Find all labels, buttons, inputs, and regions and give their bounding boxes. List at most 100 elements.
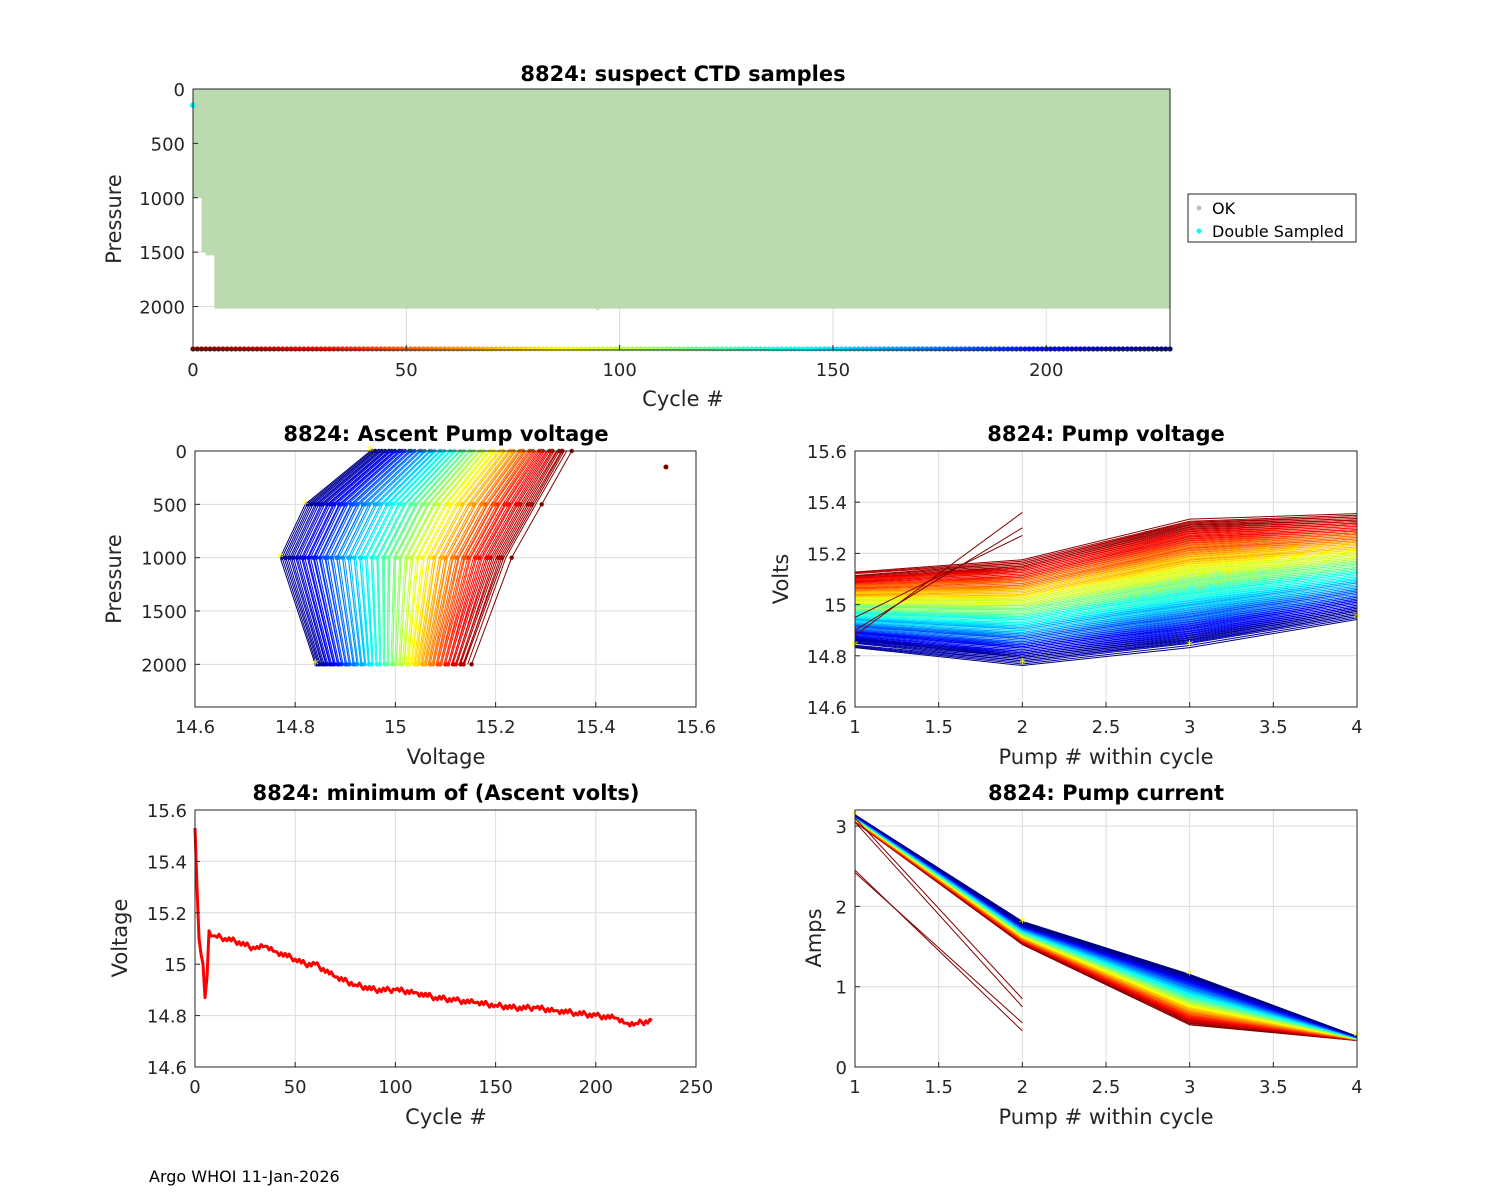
ascent-voltage-point xyxy=(327,662,332,667)
axes-bg xyxy=(195,810,696,1067)
y-tick-label: 15.6 xyxy=(147,801,187,822)
y-tick-label: 1 xyxy=(836,978,847,999)
y-tick-label: 15.2 xyxy=(147,904,187,925)
ascent-voltage-line xyxy=(291,450,381,665)
pump-voltage-line xyxy=(854,558,1358,606)
pump-voltage-line xyxy=(854,601,1358,649)
y-tick-label: 15 xyxy=(164,955,187,976)
ascent-voltage-point xyxy=(334,555,339,560)
x-tick-label: 15.4 xyxy=(576,717,616,738)
ascent-voltage-point xyxy=(369,555,374,560)
ascent-voltage-point xyxy=(439,555,444,560)
ascent-voltage-line xyxy=(456,450,555,665)
y-tick-label: 500 xyxy=(153,495,187,516)
pump-voltage-line xyxy=(854,582,1358,630)
pump-voltage-line xyxy=(854,582,1358,630)
pump-voltage-line xyxy=(854,580,1358,629)
ascent-voltage-line xyxy=(338,450,422,665)
ascent-voltage-line xyxy=(287,450,378,665)
ascent-voltage-point xyxy=(515,502,521,507)
ascent-voltage-line xyxy=(376,450,455,665)
y-tick-label: 1500 xyxy=(141,602,187,623)
ascent-voltage-line xyxy=(463,450,565,665)
x-tick-label: 150 xyxy=(478,1077,512,1098)
y-tick-label: 2000 xyxy=(139,298,185,319)
ascent-voltage-point xyxy=(467,502,473,507)
ascent-voltage-line xyxy=(423,450,512,665)
pump-voltage-line xyxy=(854,599,1358,647)
ascent-voltage-line xyxy=(408,450,491,665)
pump-voltage-line xyxy=(854,560,1358,608)
x-tick-label: 150 xyxy=(816,360,850,381)
ascent-voltage-line xyxy=(336,450,420,665)
pump-voltage-line xyxy=(854,554,1358,603)
x-tick-label: 15.2 xyxy=(476,717,516,738)
y-tick-label: 3 xyxy=(836,817,847,838)
ascent-voltage-point xyxy=(343,662,348,667)
ascent-voltage-line xyxy=(296,450,386,665)
y-axis-label: Pressure xyxy=(102,174,126,264)
ascent-voltage-point xyxy=(414,662,419,667)
pump-voltage-line xyxy=(854,618,1358,667)
ascent-voltage-point xyxy=(432,502,437,507)
ascent-voltage-point xyxy=(469,662,474,667)
pump-voltage-line xyxy=(854,557,1358,605)
ascent-voltage-point xyxy=(357,555,363,560)
outlier-point xyxy=(663,464,669,470)
ascent-voltage-point xyxy=(398,662,403,667)
ascent-voltage-line xyxy=(417,450,504,665)
ascent-voltage-line xyxy=(396,450,476,665)
ascent-voltage-line xyxy=(330,450,415,665)
ascent-voltage-line xyxy=(413,450,499,665)
ascent-voltage-line xyxy=(437,450,531,665)
ascent-voltage-point xyxy=(445,662,451,667)
y-tick-label: 500 xyxy=(151,134,185,155)
ascent-voltage-line xyxy=(306,450,395,665)
ascent-voltage-line xyxy=(429,450,521,665)
ascent-voltage-point xyxy=(486,555,491,560)
legend-double-marker xyxy=(1196,228,1202,234)
y-tick-label: 1500 xyxy=(139,243,185,264)
ascent-voltage-point xyxy=(406,662,411,667)
pump-voltage-line xyxy=(854,607,1358,655)
ascent-voltage-point xyxy=(442,555,448,560)
ascent-voltage-point xyxy=(479,502,485,507)
ascent-voltage-point xyxy=(372,502,377,507)
pump-voltage-line xyxy=(854,614,1358,662)
pump-voltage-line xyxy=(854,615,1358,663)
pump-voltage-line xyxy=(854,525,1358,583)
y-tick-label: 15.2 xyxy=(807,544,847,565)
ascent-voltage-point xyxy=(335,662,340,667)
x-axis-label: Cycle # xyxy=(642,387,724,411)
ascent-voltage-point xyxy=(392,555,398,560)
ascent-voltage-point xyxy=(456,502,461,507)
ascent-voltage-line xyxy=(285,450,376,665)
ascent-voltage-line xyxy=(361,450,442,665)
pump-voltage-line xyxy=(854,571,1358,619)
ascent-voltage-point xyxy=(311,555,316,560)
ascent-voltage-line xyxy=(443,450,537,665)
min-volts-series xyxy=(193,827,653,1028)
ascent-voltage-line xyxy=(400,450,481,665)
ascent-voltage-line xyxy=(321,450,407,665)
ascent-voltage-line xyxy=(341,450,425,665)
ascent-voltage-line xyxy=(312,450,400,665)
x-tick-label: 1.5 xyxy=(924,1077,953,1098)
ascent-voltage-line xyxy=(298,450,388,665)
axes-box xyxy=(192,88,1171,351)
ascent-voltage-point xyxy=(299,555,304,560)
pump-voltage-line xyxy=(854,604,1358,652)
ascent-voltage-line xyxy=(394,450,475,665)
ascent-voltage-line xyxy=(398,450,480,665)
y-tick-label: 14.8 xyxy=(147,1007,187,1028)
ascent-voltage-point xyxy=(348,502,354,507)
pump-voltage-line xyxy=(854,552,1358,600)
ascent-voltage-point xyxy=(462,555,468,560)
ascent-voltage-line xyxy=(319,450,406,665)
ascent-voltage-line xyxy=(381,450,460,665)
pump-voltage-anomaly xyxy=(854,527,1023,631)
pump-voltage-line xyxy=(854,595,1358,643)
pump-voltage-line xyxy=(854,614,1358,662)
